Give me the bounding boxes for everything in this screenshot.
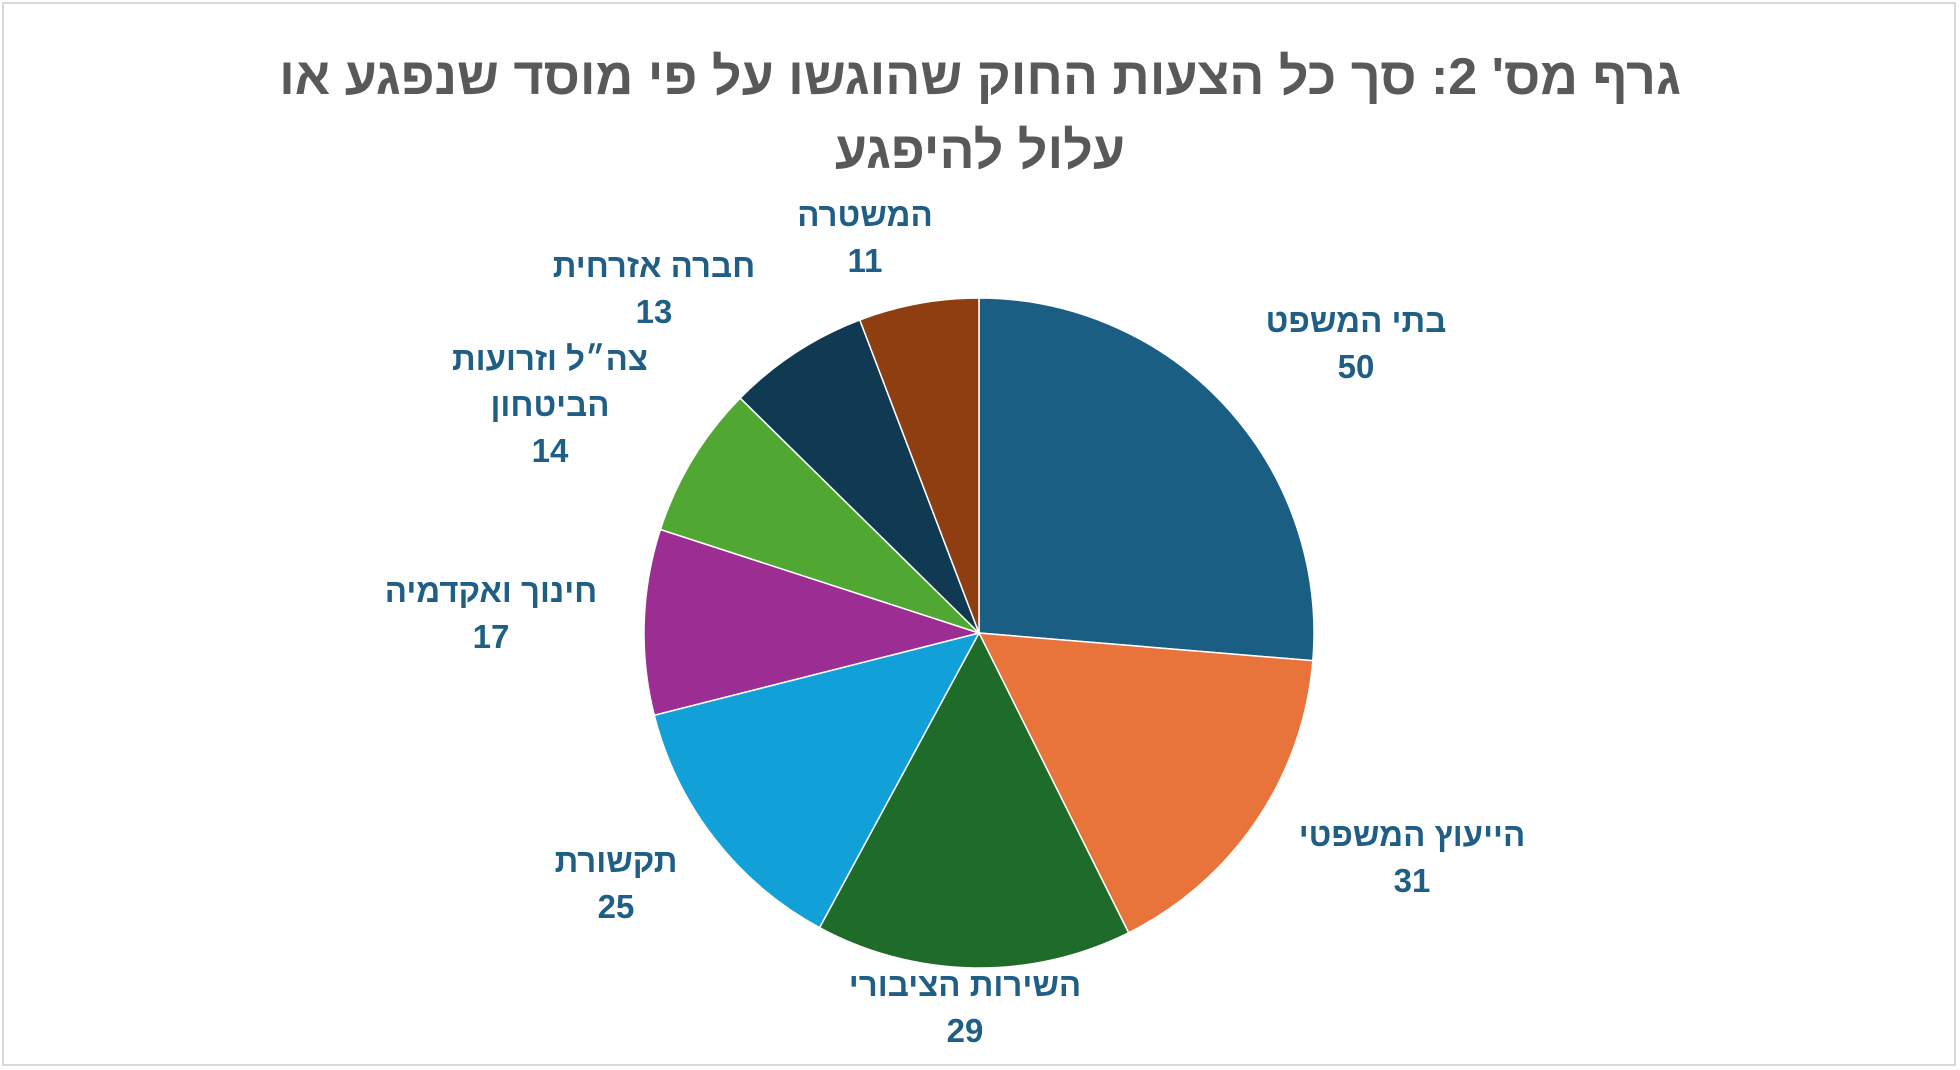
data-label: חינוך ואקדמיה 17: [331, 568, 651, 660]
category-label: המשטרה: [797, 196, 933, 233]
pie-slice: [653, 631, 981, 929]
pie-slice: [739, 318, 980, 634]
value-label: 14: [531, 432, 569, 469]
pie-slice: [818, 631, 1130, 969]
category-label: צה״ל וזרועות הביטחון: [451, 340, 649, 423]
data-label: המשטרה 11: [715, 192, 1015, 284]
data-label: תקשורת 25: [466, 838, 766, 930]
pie-slice: [659, 397, 980, 634]
category-label: תקשורת: [554, 842, 678, 879]
data-label: בתי המשפט 50: [1196, 298, 1516, 390]
value-label: 31: [1393, 862, 1431, 899]
pie-slice: [978, 297, 1315, 662]
value-label: 29: [946, 1012, 984, 1049]
value-label: 11: [847, 242, 883, 279]
data-label: הייעוץ המשפטי 31: [1252, 812, 1572, 904]
pie-slice: [977, 632, 1314, 934]
value-label: 50: [1337, 348, 1375, 385]
category-label: חברה אזרחית: [552, 247, 756, 284]
category-label: השירות הציבורי: [848, 966, 1082, 1003]
value-label: 13: [635, 293, 673, 330]
category-label: בתי המשפט: [1265, 302, 1447, 339]
data-label: צה״ל וזרועות הביטחון 14: [420, 336, 680, 474]
value-label: 25: [597, 888, 635, 925]
pie-slice: [643, 528, 982, 717]
data-label: השירות הציבורי 29: [785, 962, 1145, 1054]
category-label: הייעוץ המשפטי: [1298, 816, 1526, 853]
category-label: חינוך ואקדמיה: [384, 572, 598, 609]
value-label: 17: [472, 618, 510, 655]
data-label: חברה אזרחית 13: [494, 243, 814, 335]
chart-title: גרף מס' 2: סך כל הצעות החוק שהוגשו על פי…: [279, 48, 1681, 180]
pie-slice: [858, 297, 980, 634]
